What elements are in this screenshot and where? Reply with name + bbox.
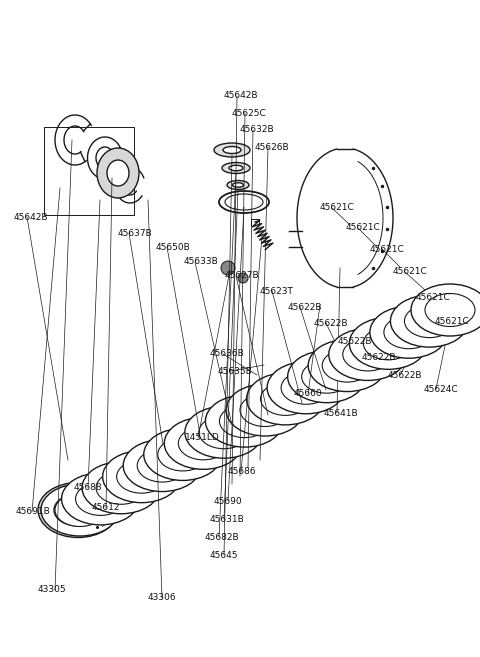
- Text: 45621C: 45621C: [416, 292, 451, 302]
- Ellipse shape: [185, 406, 263, 458]
- Ellipse shape: [229, 166, 243, 171]
- Ellipse shape: [240, 394, 290, 426]
- Ellipse shape: [223, 147, 241, 154]
- Ellipse shape: [123, 440, 201, 491]
- Ellipse shape: [164, 417, 242, 469]
- Text: 45623T: 45623T: [260, 286, 294, 296]
- Text: 45660: 45660: [294, 390, 323, 399]
- Ellipse shape: [411, 284, 480, 336]
- Ellipse shape: [390, 295, 468, 347]
- Ellipse shape: [405, 305, 455, 338]
- Ellipse shape: [55, 493, 105, 526]
- Text: 45641B: 45641B: [324, 409, 359, 417]
- Ellipse shape: [199, 416, 249, 449]
- Text: 45622B: 45622B: [362, 353, 396, 363]
- Ellipse shape: [82, 462, 160, 514]
- Text: 45621C: 45621C: [435, 317, 470, 325]
- Text: 45625C: 45625C: [232, 108, 267, 118]
- Text: 45688: 45688: [74, 484, 103, 493]
- Text: 45627B: 45627B: [225, 271, 260, 281]
- Ellipse shape: [103, 451, 180, 503]
- Text: 1451LD: 1451LD: [185, 434, 220, 443]
- Ellipse shape: [61, 473, 140, 525]
- Ellipse shape: [288, 351, 366, 403]
- Text: 45637B: 45637B: [118, 229, 153, 237]
- Text: 45686: 45686: [228, 468, 257, 476]
- Ellipse shape: [38, 482, 118, 537]
- Text: 45682B: 45682B: [205, 533, 240, 541]
- Ellipse shape: [329, 328, 407, 380]
- Text: 45622B: 45622B: [314, 319, 348, 327]
- Ellipse shape: [227, 181, 249, 189]
- Ellipse shape: [137, 449, 187, 482]
- Text: 45622B: 45622B: [288, 302, 323, 311]
- Text: 45642B: 45642B: [224, 91, 259, 101]
- Ellipse shape: [54, 494, 102, 526]
- Text: 43305: 43305: [38, 585, 67, 595]
- Ellipse shape: [261, 382, 311, 415]
- Ellipse shape: [370, 306, 448, 358]
- Ellipse shape: [97, 148, 139, 198]
- Text: 45650B: 45650B: [156, 242, 191, 252]
- Ellipse shape: [232, 183, 243, 187]
- Ellipse shape: [41, 484, 119, 536]
- Ellipse shape: [425, 294, 475, 327]
- Ellipse shape: [247, 373, 324, 425]
- Ellipse shape: [226, 384, 304, 436]
- Text: 45626B: 45626B: [255, 143, 289, 152]
- Text: 45636B: 45636B: [210, 350, 245, 359]
- Ellipse shape: [205, 395, 284, 447]
- Ellipse shape: [343, 338, 393, 371]
- Ellipse shape: [107, 160, 129, 186]
- Text: 45642B: 45642B: [14, 212, 48, 221]
- Ellipse shape: [225, 194, 263, 210]
- Ellipse shape: [158, 438, 208, 471]
- Text: 45632B: 45632B: [240, 125, 275, 135]
- Circle shape: [238, 273, 248, 283]
- Text: 45645: 45645: [210, 551, 239, 560]
- Ellipse shape: [281, 371, 331, 404]
- Text: 45621C: 45621C: [320, 204, 355, 212]
- Text: 45624C: 45624C: [424, 384, 458, 394]
- Text: 45691B: 45691B: [16, 507, 51, 516]
- Text: 45612: 45612: [92, 503, 120, 512]
- Text: 45690: 45690: [214, 497, 242, 505]
- Text: 45622B: 45622B: [338, 336, 372, 346]
- Ellipse shape: [363, 327, 413, 360]
- Ellipse shape: [222, 162, 250, 173]
- Ellipse shape: [308, 340, 386, 392]
- Ellipse shape: [219, 405, 269, 438]
- Text: 45621C: 45621C: [346, 223, 381, 233]
- Ellipse shape: [144, 428, 222, 480]
- Text: 45622B: 45622B: [388, 371, 422, 380]
- Text: 45633B: 45633B: [184, 258, 219, 267]
- Ellipse shape: [322, 349, 372, 382]
- Ellipse shape: [384, 316, 434, 349]
- Circle shape: [221, 261, 235, 275]
- Text: 45621C: 45621C: [393, 267, 428, 277]
- Ellipse shape: [267, 362, 345, 414]
- Ellipse shape: [214, 143, 250, 157]
- Ellipse shape: [75, 482, 126, 515]
- Ellipse shape: [117, 460, 167, 493]
- Text: 43306: 43306: [148, 593, 177, 602]
- Ellipse shape: [301, 360, 352, 393]
- Text: 45621C: 45621C: [370, 244, 405, 254]
- Ellipse shape: [96, 471, 146, 505]
- Ellipse shape: [349, 317, 427, 369]
- Ellipse shape: [179, 427, 228, 460]
- Text: 45635B: 45635B: [218, 367, 253, 376]
- Text: 45631B: 45631B: [210, 514, 245, 524]
